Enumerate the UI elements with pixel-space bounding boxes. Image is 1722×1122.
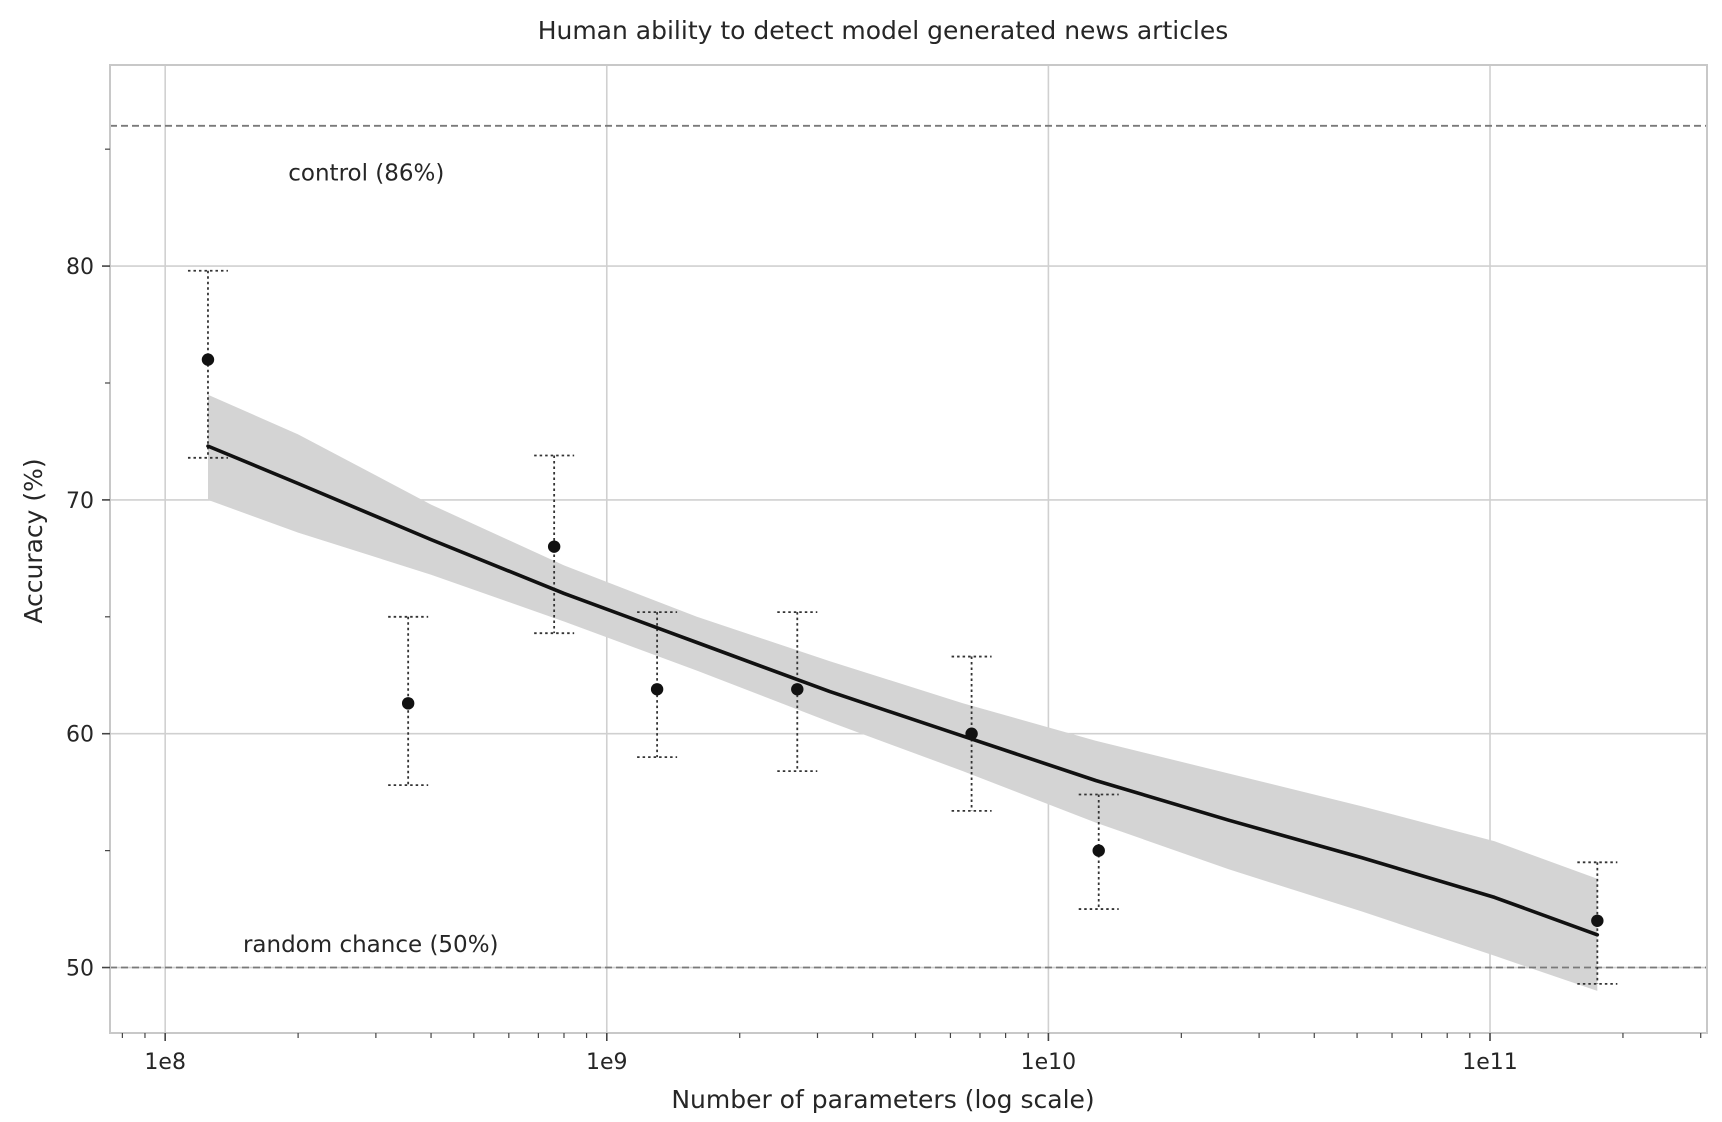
data-point — [965, 727, 978, 740]
fit-line — [206, 444, 1600, 937]
x-axis-label: Number of parameters (log scale) — [671, 1085, 1094, 1114]
control-label: control (86%) — [288, 161, 444, 187]
data-point — [791, 683, 804, 696]
y-tick-label: 80 — [66, 255, 94, 280]
x-tick-label: 1e8 — [144, 1050, 186, 1075]
data-point — [1092, 844, 1105, 857]
chart-title: Human ability to detect model generated … — [538, 16, 1229, 45]
axes-frame — [109, 64, 1708, 1034]
y-tick-label: 50 — [66, 957, 94, 982]
data-point — [650, 683, 664, 696]
confidence-band-layer — [208, 394, 1598, 991]
data-point — [1591, 914, 1604, 927]
fit-line-layer — [206, 444, 1600, 937]
reference-lines-layer: control (86%) random chance (50%) — [110, 124, 1707, 969]
data-point — [547, 540, 561, 553]
x-tick-label: 1e9 — [586, 1050, 628, 1075]
data-point — [201, 353, 215, 366]
x-tick-label: 1e11 — [1462, 1050, 1518, 1075]
data-points-layer — [201, 353, 1604, 927]
y-axis-label: Accuracy (%) — [19, 458, 48, 623]
data-point — [401, 697, 415, 710]
ticks-layer: 1e8 1e9 1e10 1e11 50 60 70 80 — [66, 148, 1702, 1075]
y-tick-label: 60 — [66, 723, 94, 748]
confidence-band — [208, 394, 1598, 991]
random-chance-label: random chance (50%) — [243, 932, 499, 958]
axes-frame-layer — [109, 64, 1708, 1034]
y-tick-label: 70 — [66, 489, 94, 514]
x-tick-label: 1e10 — [1021, 1050, 1077, 1075]
